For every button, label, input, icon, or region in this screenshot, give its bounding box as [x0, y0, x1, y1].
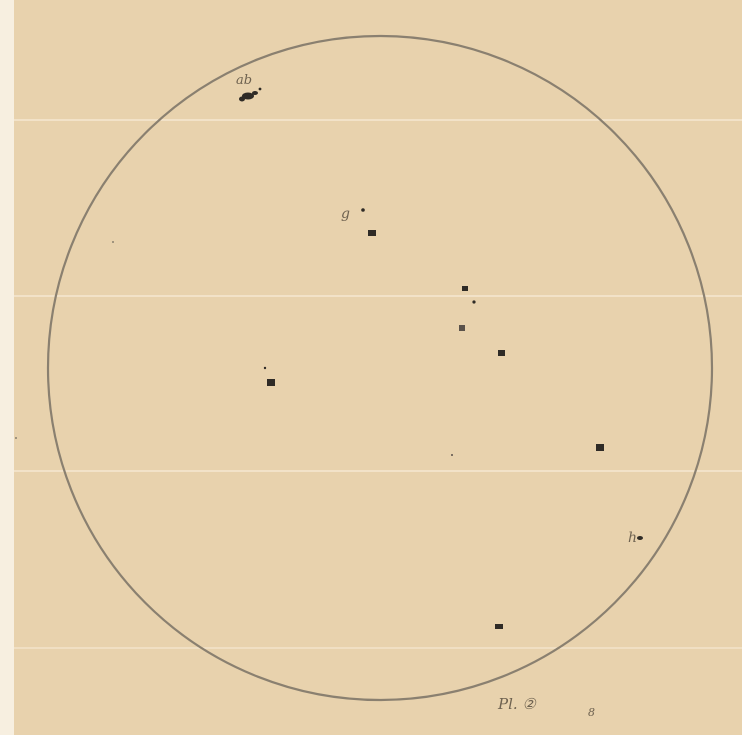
speck: [451, 454, 453, 456]
spot-group-top-left: [239, 87, 262, 102]
spot-left: [263, 366, 275, 386]
plate-number: 8: [588, 706, 595, 719]
spot-bottom: [495, 624, 503, 629]
spot-group-center: [459, 286, 505, 356]
spot-group-right-lower: [637, 536, 643, 540]
spot-right: [596, 444, 604, 451]
speck: [112, 241, 114, 243]
speck: [15, 437, 17, 439]
spot-group-upper: [361, 208, 376, 236]
solar-disk-outline: [46, 34, 714, 702]
annotation-upper: g: [341, 206, 350, 222]
annotation-top-left: ab: [236, 73, 252, 88]
plate-label: Pl. ②: [497, 695, 537, 713]
annotation-right: h: [628, 530, 637, 546]
paper-background: [14, 0, 742, 735]
